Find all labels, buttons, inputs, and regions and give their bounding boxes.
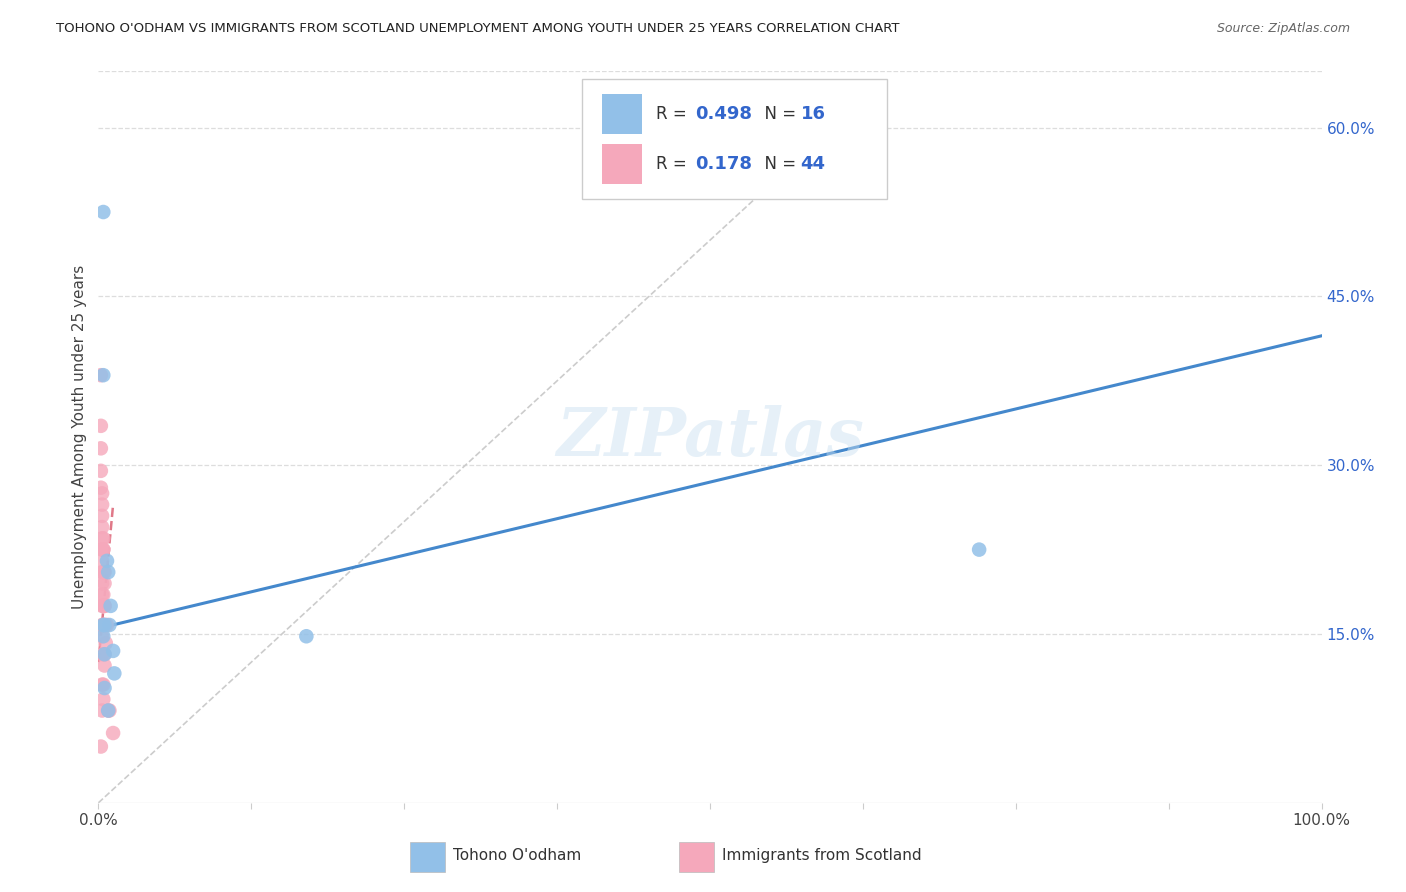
Point — [90, 481, 112, 495]
Text: TOHONO O'ODHAM VS IMMIGRANTS FROM SCOTLAND UNEMPLOYMENT AMONG YOUTH UNDER 25 YEA: TOHONO O'ODHAM VS IMMIGRANTS FROM SCOTLA… — [56, 22, 900, 36]
FancyBboxPatch shape — [602, 144, 641, 184]
Point — [98, 618, 121, 632]
Point — [91, 542, 114, 557]
Point — [97, 704, 120, 718]
FancyBboxPatch shape — [602, 94, 641, 134]
Point — [93, 565, 115, 579]
Point — [91, 618, 114, 632]
Point — [91, 486, 114, 500]
Point — [90, 368, 112, 383]
Point — [91, 542, 114, 557]
Point — [93, 618, 115, 632]
Text: 0.498: 0.498 — [696, 105, 752, 123]
Point — [91, 498, 114, 512]
Point — [91, 205, 114, 219]
Point — [93, 647, 115, 661]
Text: R =: R = — [657, 105, 692, 123]
Point — [93, 599, 115, 613]
Point — [94, 618, 117, 632]
Text: R =: R = — [657, 155, 692, 173]
Point — [93, 681, 115, 695]
Point — [101, 726, 124, 740]
FancyBboxPatch shape — [582, 78, 887, 200]
Point — [90, 442, 112, 456]
Point — [91, 532, 114, 546]
Point — [91, 618, 114, 632]
Point — [90, 739, 112, 754]
Point — [91, 678, 114, 692]
Point — [96, 618, 118, 632]
Text: 16: 16 — [800, 105, 825, 123]
Point — [295, 629, 318, 643]
Point — [91, 618, 114, 632]
Point — [97, 704, 120, 718]
Y-axis label: Unemployment Among Youth under 25 years: Unemployment Among Youth under 25 years — [72, 265, 87, 609]
Point — [93, 576, 115, 591]
Point — [101, 644, 124, 658]
Point — [91, 542, 114, 557]
Text: Immigrants from Scotland: Immigrants from Scotland — [723, 848, 922, 863]
Text: N =: N = — [754, 155, 801, 173]
Point — [91, 618, 114, 632]
Point — [91, 599, 114, 613]
Text: Tohono O'odham: Tohono O'odham — [453, 848, 582, 863]
Point — [91, 704, 114, 718]
Text: N =: N = — [754, 105, 801, 123]
Point — [97, 565, 120, 579]
Point — [91, 588, 114, 602]
Point — [91, 647, 114, 661]
Point — [91, 599, 114, 613]
FancyBboxPatch shape — [679, 842, 714, 871]
Point — [103, 666, 125, 681]
Point — [90, 418, 112, 433]
FancyBboxPatch shape — [411, 842, 444, 871]
Text: 0.178: 0.178 — [696, 155, 752, 173]
Point — [91, 588, 114, 602]
Point — [100, 599, 122, 613]
Point — [93, 658, 115, 673]
Point — [93, 599, 115, 613]
Point — [93, 647, 115, 661]
Point — [91, 576, 114, 591]
Point — [91, 554, 114, 568]
Point — [96, 554, 118, 568]
Point — [98, 704, 121, 718]
Text: 44: 44 — [800, 155, 825, 173]
Point — [967, 542, 990, 557]
Point — [94, 636, 117, 650]
Point — [91, 565, 114, 579]
Point — [90, 464, 112, 478]
Point — [91, 678, 114, 692]
Point — [91, 629, 114, 643]
Text: ZIPatlas: ZIPatlas — [557, 405, 863, 469]
Point — [91, 629, 114, 643]
Point — [91, 508, 114, 523]
Point — [91, 368, 114, 383]
Point — [91, 565, 114, 579]
Point — [91, 532, 114, 546]
Point — [91, 520, 114, 534]
Text: Source: ZipAtlas.com: Source: ZipAtlas.com — [1216, 22, 1350, 36]
Point — [91, 692, 114, 706]
